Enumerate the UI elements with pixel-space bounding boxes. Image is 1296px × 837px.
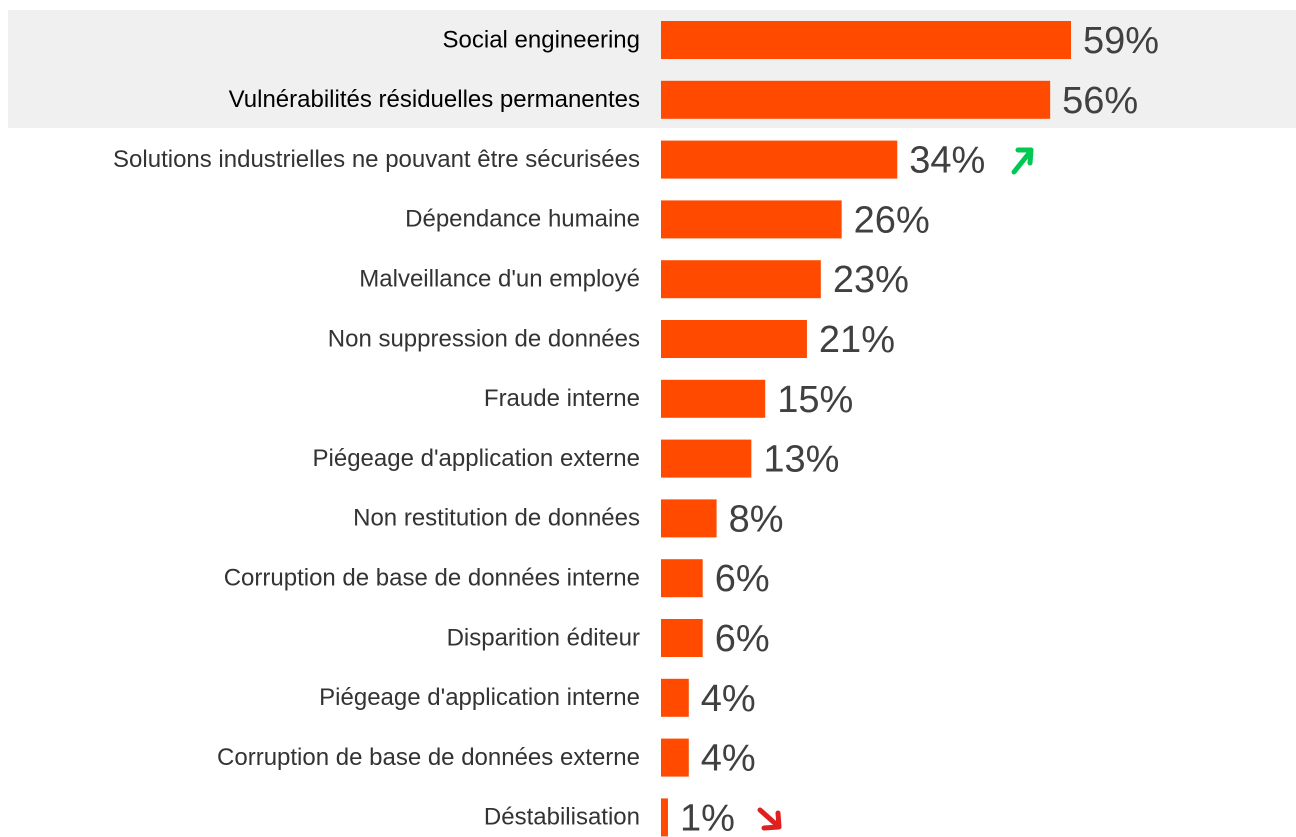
category-label: Piégeage d'application interne xyxy=(319,684,640,711)
value-label: 6% xyxy=(715,618,770,660)
bar xyxy=(661,559,703,598)
value-label: 23% xyxy=(833,259,909,301)
category-label: Corruption de base de données interne xyxy=(224,565,640,592)
category-label: Vulnérabilités résiduelles permanentes xyxy=(229,86,640,113)
category-label: Non suppression de données xyxy=(328,325,640,352)
category-label: Déstabilisation xyxy=(484,804,640,831)
value-label: 34% xyxy=(909,140,985,182)
value-label: 15% xyxy=(777,379,853,421)
value-label: 21% xyxy=(819,319,895,361)
bar xyxy=(661,200,842,239)
value-label: 4% xyxy=(701,678,756,720)
bar xyxy=(661,678,689,717)
bar xyxy=(661,439,752,478)
bar xyxy=(661,738,689,777)
bar xyxy=(661,619,703,657)
value-label: 56% xyxy=(1062,80,1138,122)
highlight-band xyxy=(8,10,1296,128)
category-label: Disparition éditeur xyxy=(447,624,640,651)
bar xyxy=(661,379,766,418)
plot: Social engineering 59% Vulnérabilités rési… xyxy=(113,20,1159,837)
up-arrow xyxy=(1011,147,1034,175)
bar xyxy=(661,499,717,538)
value-label: 8% xyxy=(729,498,784,540)
value-label: 6% xyxy=(715,558,770,600)
value-label: 4% xyxy=(701,738,756,780)
bar xyxy=(661,80,1051,119)
value-label: 13% xyxy=(763,439,839,481)
category-label: Fraude interne xyxy=(484,385,640,412)
value-label: 1% xyxy=(680,797,735,837)
category-label: Piégeage d'application externe xyxy=(313,445,641,472)
bar xyxy=(661,260,821,299)
down-arrow xyxy=(757,807,782,831)
category-label: Malveillance d'un employé xyxy=(359,266,640,293)
category-label: Non restitution de données xyxy=(353,505,640,532)
category-label: Corruption de base de données externe xyxy=(217,744,640,771)
bar xyxy=(661,21,1071,59)
category-label: Dépendance humaine xyxy=(405,206,640,233)
category-label: Social engineering xyxy=(443,26,640,53)
value-label: 59% xyxy=(1083,20,1159,62)
bar xyxy=(661,320,807,358)
value-label: 26% xyxy=(854,199,930,241)
bar xyxy=(661,798,668,837)
bar xyxy=(661,140,898,179)
category-label: Solutions industrielles ne pouvant être … xyxy=(113,146,640,173)
